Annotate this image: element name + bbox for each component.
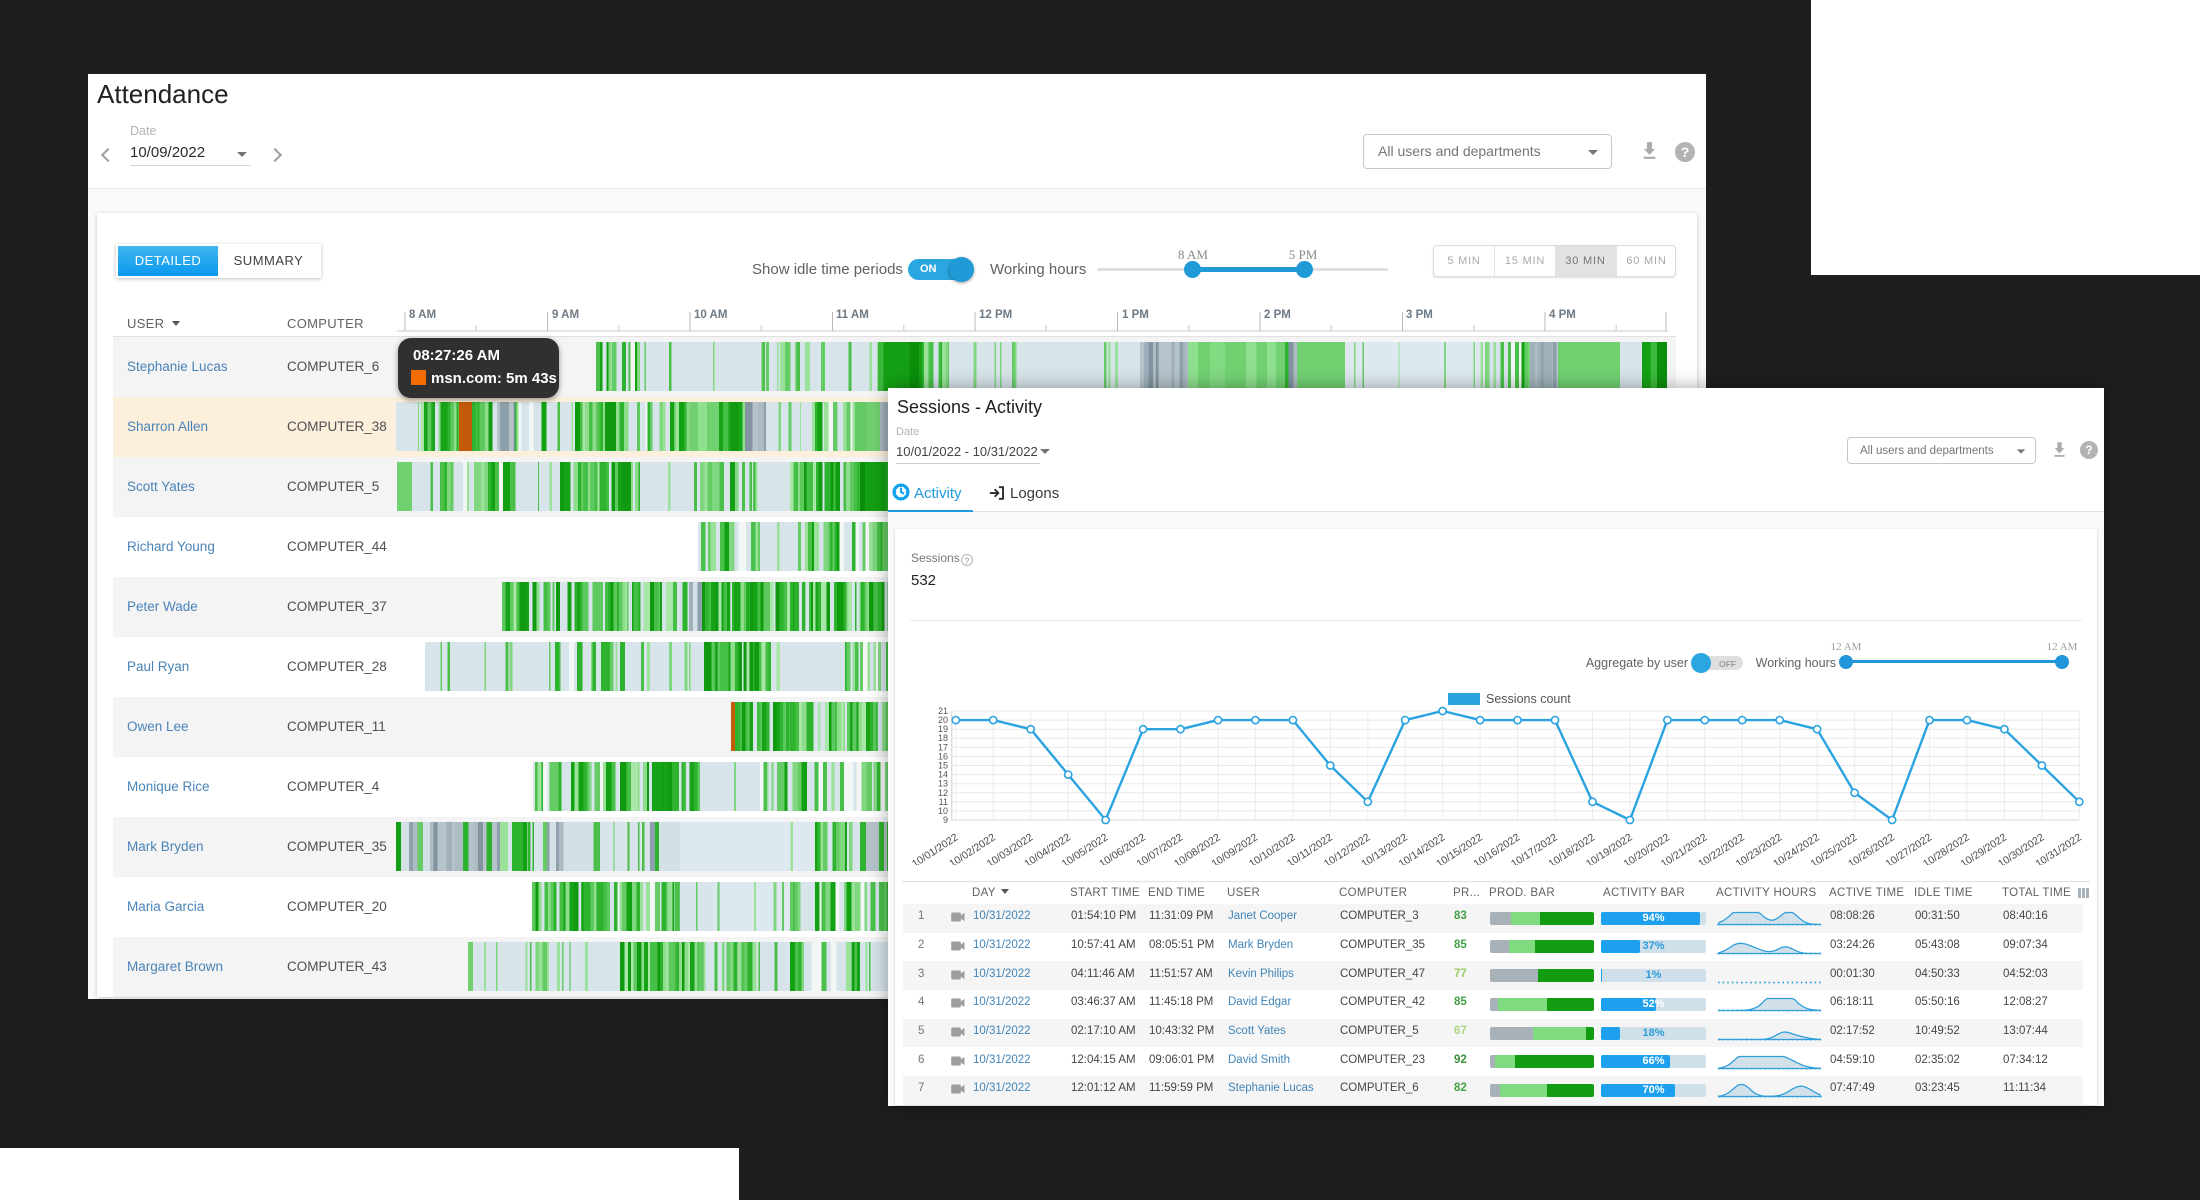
svg-text:10: 10 xyxy=(938,806,948,816)
svg-text:13: 13 xyxy=(938,779,948,789)
svg-text:17: 17 xyxy=(938,742,948,752)
svg-text:20: 20 xyxy=(938,715,948,725)
svg-text:14: 14 xyxy=(938,770,948,780)
svg-text:11: 11 xyxy=(939,797,948,807)
svg-text:19: 19 xyxy=(938,724,948,734)
svg-text:18: 18 xyxy=(938,733,948,743)
svg-text:9: 9 xyxy=(943,815,948,825)
svg-text:21: 21 xyxy=(938,706,948,716)
svg-text:16: 16 xyxy=(938,751,948,761)
svg-text:12: 12 xyxy=(938,788,948,798)
svg-text:15: 15 xyxy=(938,761,948,771)
